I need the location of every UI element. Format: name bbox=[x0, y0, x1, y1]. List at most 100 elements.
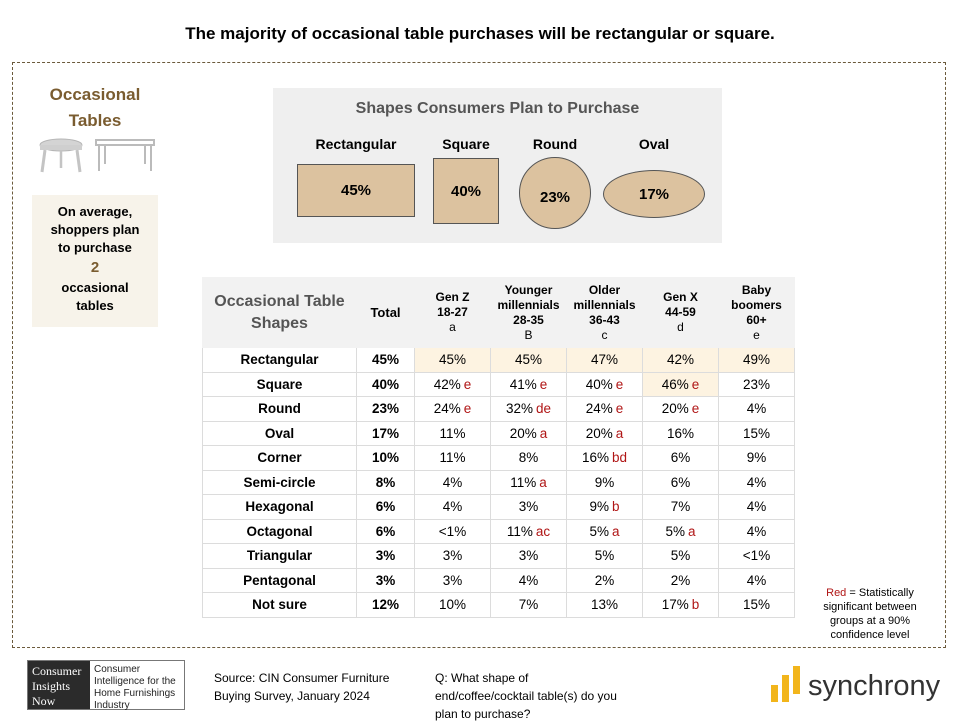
synchrony-bars-icon bbox=[771, 666, 800, 702]
table-cell: <1% bbox=[414, 518, 491, 544]
cin-logo: Consumer Insights Now Consumer Intellige… bbox=[27, 660, 185, 711]
table-header-total: Total bbox=[356, 277, 415, 348]
table-cell: 3% bbox=[490, 543, 567, 569]
cell-value: 16% bbox=[581, 450, 609, 466]
col-a-code: a bbox=[449, 320, 456, 334]
row-label: Oval bbox=[202, 420, 357, 446]
cell-value: 2% bbox=[670, 572, 691, 588]
col-d-code: d bbox=[677, 320, 684, 334]
table-cell: 45% bbox=[490, 347, 567, 373]
table-row: Rectangular 45% 45% 45% 47% 42% 49% bbox=[202, 347, 795, 373]
row-label: Round bbox=[202, 396, 357, 422]
cell-value: 11% bbox=[510, 474, 537, 490]
table-cell: 42% e bbox=[414, 371, 491, 397]
table-row: Hexagonal 6% 4% 3% 9% b 7% 4% bbox=[202, 494, 795, 520]
table-row: Not sure 12% 10% 7% 13% 17% b 15% bbox=[202, 592, 795, 618]
cell-value: 6% bbox=[670, 450, 691, 466]
significance-marker: a bbox=[615, 425, 624, 441]
cell-value: 4% bbox=[518, 572, 539, 588]
table-cell: 4% bbox=[718, 396, 795, 422]
cell-value: <1% bbox=[438, 523, 467, 539]
row-total: 17% bbox=[356, 420, 415, 446]
row-label: Octagonal bbox=[202, 518, 357, 544]
cell-value: 2% bbox=[594, 572, 615, 588]
table-cell: 9% b bbox=[566, 494, 643, 520]
table-header-col-c: Older millennials 36-43 c bbox=[566, 277, 643, 348]
synchrony-logo: synchrony bbox=[770, 665, 940, 703]
significance-marker: e bbox=[539, 376, 548, 392]
significance-marker: e bbox=[615, 376, 624, 392]
round-table-icon bbox=[39, 138, 83, 173]
note-red-word: Red bbox=[826, 587, 847, 599]
table-cell: 4% bbox=[718, 518, 795, 544]
significance-marker: de bbox=[536, 401, 552, 417]
table-cell: 15% bbox=[718, 420, 795, 446]
row-label: Corner bbox=[202, 445, 357, 471]
row-total: 45% bbox=[356, 347, 415, 373]
page-title: The majority of occasional table purchas… bbox=[185, 24, 775, 43]
cell-value: 4% bbox=[746, 572, 767, 588]
cell-value: 9% bbox=[594, 474, 615, 490]
cell-value: 5% bbox=[594, 548, 615, 564]
cell-value: 45% bbox=[514, 352, 543, 368]
shape-label-round: Round bbox=[532, 136, 578, 152]
table-cell: 13% bbox=[566, 592, 643, 618]
cell-value: 17% bbox=[661, 597, 689, 613]
side-title-line1: Occasional bbox=[49, 85, 141, 104]
side-title-line2: Tables bbox=[68, 111, 122, 130]
significance-marker: ac bbox=[535, 523, 551, 539]
table-cell: 32% de bbox=[490, 396, 567, 422]
cell-value: 42% bbox=[433, 376, 461, 392]
cell-value: <1% bbox=[742, 548, 771, 564]
table-header-title: Occasional Table Shapes bbox=[202, 277, 357, 348]
rectangular-table-icon bbox=[95, 139, 155, 171]
row-total: 3% bbox=[356, 567, 415, 593]
table-row: Octagonal 6% <1% 11% ac 5% a 5% a 4% bbox=[202, 518, 795, 544]
cell-value: 24% bbox=[433, 401, 461, 417]
cell-value: 5% bbox=[665, 523, 685, 539]
table-row: Corner 10% 11% 8% 16% bd 6% 9% bbox=[202, 445, 795, 471]
col-a-ages: 18-27 bbox=[437, 305, 468, 319]
table-row: Triangular 3% 3% 3% 5% 5% <1% bbox=[202, 543, 795, 569]
table-cell: 15% bbox=[718, 592, 795, 618]
significance-marker: a bbox=[612, 523, 620, 539]
cell-value: 41% bbox=[509, 376, 537, 392]
col-b-ages: 28-35 bbox=[513, 312, 544, 327]
significance-marker: e bbox=[615, 401, 624, 417]
table-row: Semi-circle 8% 4% 11% a 9% 6% 4% bbox=[202, 469, 795, 495]
cell-value: 13% bbox=[590, 597, 619, 613]
table-cell: 8% bbox=[490, 445, 567, 471]
cell-value: 4% bbox=[442, 499, 463, 515]
row-total: 3% bbox=[356, 543, 415, 569]
cell-value: 9% bbox=[589, 499, 609, 515]
cell-value: 20% bbox=[661, 401, 689, 417]
cell-value: 5% bbox=[670, 548, 691, 564]
cell-value: 16% bbox=[666, 425, 695, 441]
table-cell: 7% bbox=[490, 592, 567, 618]
shape-label-square: Square bbox=[442, 136, 490, 152]
table-header-col-d: Gen X 44-59 d bbox=[642, 277, 719, 348]
significance-marker: a bbox=[539, 425, 548, 441]
col-d-name: Gen X bbox=[663, 290, 698, 304]
cell-value: 11% bbox=[506, 523, 533, 539]
table-cell: 9% bbox=[566, 469, 643, 495]
cell-value: 4% bbox=[746, 499, 767, 515]
row-total: 12% bbox=[356, 592, 415, 618]
shape-oval: 17% bbox=[603, 170, 705, 218]
question-text: Q: What shape of end/coffee/cocktail tab… bbox=[435, 671, 617, 721]
table-cell: 20% a bbox=[490, 420, 567, 446]
table-cell: 4% bbox=[718, 567, 795, 593]
table-cell: 2% bbox=[642, 567, 719, 593]
cell-value: 23% bbox=[742, 376, 771, 392]
cell-value: 11% bbox=[439, 425, 466, 441]
table-cell: 24% e bbox=[414, 396, 491, 422]
significance-note: Red = Statistically significant between … bbox=[816, 586, 924, 642]
significance-marker: b bbox=[612, 499, 620, 515]
table-cell: 7% bbox=[642, 494, 719, 520]
table-cell: 16% bd bbox=[566, 445, 643, 471]
row-label: Rectangular bbox=[202, 347, 357, 373]
significance-marker: e bbox=[463, 376, 472, 392]
table-cell: 11% a bbox=[490, 469, 567, 495]
table-cell: <1% bbox=[718, 543, 795, 569]
cell-value: 6% bbox=[670, 474, 691, 490]
